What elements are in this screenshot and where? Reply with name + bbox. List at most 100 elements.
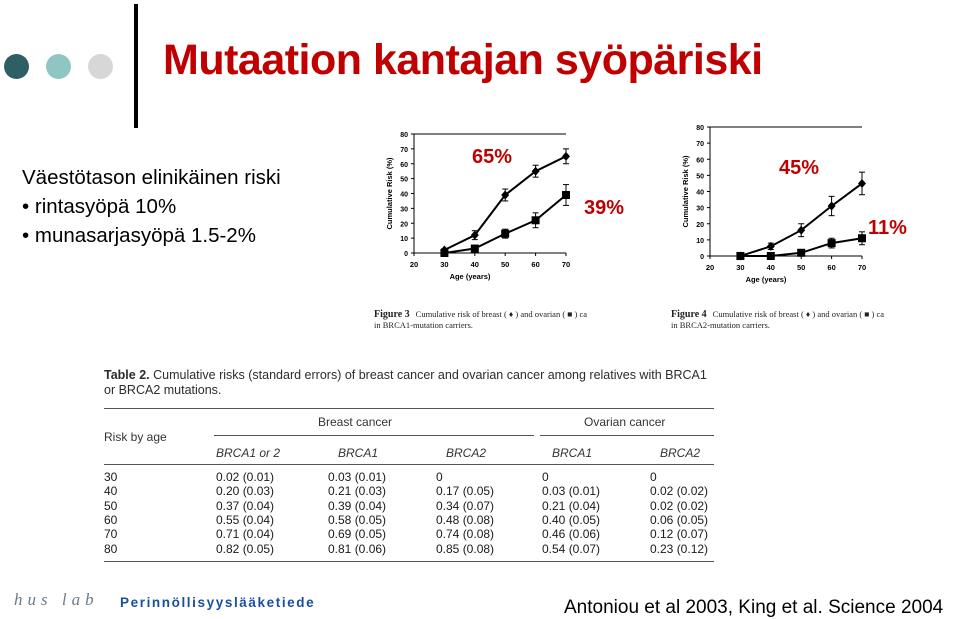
diamond-point	[531, 166, 540, 176]
table-cell: 0.03 (0.01)	[328, 470, 387, 484]
y-tick-label: 40	[400, 192, 408, 199]
table-cell: 0.39 (0.04)	[328, 498, 387, 513]
table-cell: 0.03 (0.01)	[542, 484, 601, 499]
table-cell: 0.71 (0.04)	[216, 527, 275, 542]
table-cell: 0.82 (0.05)	[216, 541, 275, 556]
y-tick-label: 0	[700, 254, 704, 261]
figure4-label: Figure 4	[671, 309, 707, 320]
figure4-text: Cumulative risk of breast ( ♦ ) and ovar…	[712, 309, 885, 319]
diamond-point	[766, 241, 775, 251]
table-cell: 0.23 (0.12)	[650, 541, 709, 556]
table-cell: 0.55 (0.04)	[216, 512, 275, 527]
decor-dot-light	[88, 54, 113, 79]
reference-text: Antoniou et al 2003, King et al. Science…	[564, 597, 944, 618]
table-cell: 0.40 (0.05)	[542, 512, 601, 527]
table-row-age: 60	[104, 512, 118, 527]
table-row-age: 50	[104, 498, 118, 513]
table-cell: 0.81 (0.06)	[328, 541, 387, 556]
diamond-point	[562, 151, 570, 161]
table-row-age: 30	[104, 470, 118, 484]
y-tick-label: 0	[404, 251, 408, 258]
y-tick-label: 20	[400, 221, 408, 228]
y-tick-label: 80	[400, 132, 408, 139]
table-cell: 0	[650, 470, 657, 484]
col-header-2: BRCA1	[338, 446, 379, 460]
hus-lab-logo: hus lab	[14, 590, 99, 609]
y-tick-label: 30	[696, 206, 704, 213]
decor-vertical-bar	[134, 4, 138, 128]
chart-brca1: 0 10 20 30 40 50 60 70 80 20 30 40 50 60 70 Age (years)…	[385, 132, 570, 281]
table-cell: 0.17 (0.05)	[436, 484, 495, 499]
x-tick-label: 70	[858, 263, 866, 272]
table-label: Table 2.	[104, 368, 150, 382]
figure3-label: Figure 3	[374, 309, 410, 320]
y-tick-label: 30	[400, 206, 408, 213]
department-name: Perinnöllisyyslääketiede	[120, 595, 316, 610]
diamond-point	[470, 230, 479, 240]
square-point	[440, 249, 449, 257]
square-point	[470, 244, 479, 253]
table-bottom-rule	[104, 561, 714, 562]
diamond-point	[858, 178, 866, 188]
x-tick-label: 50	[501, 260, 509, 269]
x-tick-label: 20	[706, 263, 714, 272]
table-row-age: 80	[104, 541, 118, 556]
table-cell: 0.21 (0.04)	[542, 498, 601, 513]
diamond-point	[827, 201, 836, 211]
slide-title: Mutaation kantajan syöpäriski	[163, 36, 763, 84]
series-line-diamond	[740, 182, 863, 257]
square-point	[827, 239, 836, 248]
intro-bullet-breast: • rintasyöpä 10%	[22, 195, 177, 218]
y-tick-label: 10	[400, 236, 408, 243]
table-cell: 0.46 (0.06)	[542, 527, 601, 542]
y-tick-label: 50	[696, 173, 704, 180]
y-tick-label: 20	[696, 222, 704, 229]
callout-brca1-ovarian: 39%	[584, 197, 625, 219]
decor-dot-mid	[46, 54, 71, 79]
breast-group-rule	[214, 435, 534, 436]
table-cell: 0.48 (0.08)	[436, 512, 495, 527]
figure3-text: Cumulative risk of breast ( ♦ ) and ovar…	[415, 309, 588, 319]
y-tick-label: 70	[696, 141, 704, 148]
y-tick-label: 50	[400, 177, 408, 184]
callout-brca2-breast: 45%	[779, 157, 820, 179]
group-header-breast: Breast cancer	[318, 415, 393, 429]
y-tick-label: 60	[400, 162, 408, 169]
col-header-4: BRCA1	[552, 446, 593, 460]
intro-text: Väestötason elinikäinen riski • rintasyö…	[22, 163, 281, 250]
square-point	[531, 216, 540, 225]
table-cell: 0	[436, 470, 443, 484]
table-cell: 0.85 (0.08)	[436, 541, 495, 556]
figure3-text2: in BRCA1-mutation carriers.	[374, 320, 473, 330]
row-header: Risk by age	[104, 430, 167, 444]
x-tick-label: 20	[410, 260, 418, 269]
ovarian-group-rule	[540, 435, 714, 436]
square-point	[858, 234, 866, 243]
x-tick-label: 30	[736, 263, 744, 272]
intro-heading: Väestötason elinikäinen riski	[22, 166, 281, 189]
square-point	[501, 229, 510, 238]
table-cell: 0.74 (0.08)	[436, 527, 495, 542]
diamond-point	[501, 190, 510, 200]
col-header-3: BRCA2	[446, 446, 487, 460]
x-tick-label: 60	[827, 263, 835, 272]
x-tick-label: 40	[471, 260, 479, 269]
table-cell: 0.02 (0.02)	[650, 484, 709, 499]
table-caption-text: Cumulative risks (standard errors) of br…	[104, 368, 707, 397]
decor-dot-dark	[4, 54, 29, 79]
callout-brca1-breast: 65%	[472, 146, 513, 168]
table-cell: 0.37 (0.04)	[216, 498, 275, 513]
chart-brca2: 0 10 20 30 40 50 60 70 80 20 30 40 50 60 70 Age (years)…	[681, 125, 866, 284]
y-tick-label: 10	[696, 238, 704, 245]
square-point	[797, 248, 806, 257]
col-header-5: BRCA2	[660, 446, 701, 460]
table-cell: 0.02 (0.01)	[216, 470, 275, 484]
table-cell: 0.34 (0.07)	[436, 498, 495, 513]
figure4-caption: Figure 4 Cumulative risk of breast ( ♦ ) …	[671, 309, 884, 331]
figure3-caption: Figure 3 Cumulative risk of breast ( ♦ ) …	[374, 309, 587, 331]
table-row-age: 70	[104, 527, 118, 542]
table-cell: 0	[542, 470, 549, 484]
table-cell: 0.02 (0.02)	[650, 498, 709, 513]
y-axis-label: Cumulative Risk (%)	[385, 157, 394, 230]
diamond-point	[797, 225, 806, 235]
